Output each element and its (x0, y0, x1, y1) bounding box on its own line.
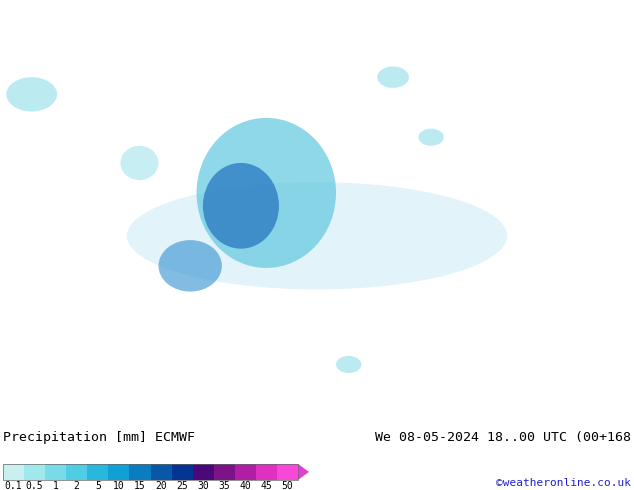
Text: 2: 2 (74, 482, 80, 490)
Bar (45, 464, 66, 480)
Text: 45: 45 (261, 482, 272, 490)
Bar (214, 464, 235, 480)
Text: We 08-05-2024 18..00 UTC (00+168: We 08-05-2024 18..00 UTC (00+168 (375, 431, 631, 444)
Bar (256, 464, 277, 480)
Bar (3, 464, 24, 480)
Ellipse shape (127, 182, 507, 290)
Bar (108, 464, 129, 480)
Text: 10: 10 (113, 482, 125, 490)
Text: Precipitation [mm] ECMWF: Precipitation [mm] ECMWF (3, 431, 195, 444)
Text: 0.5: 0.5 (26, 482, 43, 490)
Bar (277, 464, 298, 480)
Ellipse shape (418, 128, 444, 146)
Bar (193, 464, 214, 480)
Text: 25: 25 (176, 482, 188, 490)
Ellipse shape (203, 163, 279, 248)
Text: 5: 5 (95, 482, 101, 490)
Bar (129, 464, 150, 480)
Ellipse shape (120, 146, 158, 180)
Bar (235, 464, 256, 480)
Text: 0.1: 0.1 (4, 482, 22, 490)
Ellipse shape (377, 67, 409, 88)
Text: ©weatheronline.co.uk: ©weatheronline.co.uk (496, 478, 631, 488)
Bar (3, 464, 298, 480)
Bar (66, 464, 87, 480)
Bar (172, 464, 193, 480)
Ellipse shape (197, 118, 336, 268)
Ellipse shape (336, 356, 361, 373)
Text: 35: 35 (218, 482, 230, 490)
Text: 30: 30 (197, 482, 209, 490)
Bar (24, 464, 45, 480)
Bar (87, 464, 108, 480)
Ellipse shape (6, 77, 57, 111)
Polygon shape (298, 464, 309, 480)
Ellipse shape (158, 240, 222, 292)
Text: 1: 1 (53, 482, 58, 490)
Text: 20: 20 (155, 482, 167, 490)
Text: 40: 40 (240, 482, 251, 490)
Text: 50: 50 (281, 482, 294, 490)
Text: 15: 15 (134, 482, 146, 490)
Bar (150, 464, 172, 480)
